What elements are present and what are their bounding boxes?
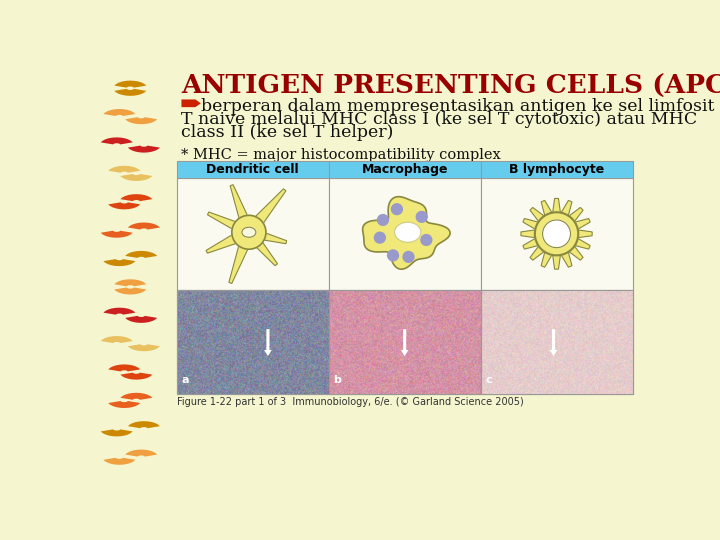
- Bar: [481, 289, 632, 394]
- Text: berperan dalam mempresentasikan antigen ke sel limfosit: berperan dalam mempresentasikan antigen …: [201, 98, 714, 115]
- Polygon shape: [114, 89, 146, 96]
- Polygon shape: [128, 421, 160, 428]
- Polygon shape: [120, 373, 153, 380]
- Polygon shape: [230, 185, 248, 221]
- Text: b: b: [333, 375, 341, 385]
- Polygon shape: [363, 197, 450, 269]
- Polygon shape: [553, 198, 560, 213]
- Polygon shape: [541, 252, 552, 267]
- Polygon shape: [125, 117, 157, 124]
- Polygon shape: [108, 202, 140, 210]
- Polygon shape: [125, 251, 157, 258]
- Polygon shape: [229, 244, 249, 284]
- Bar: [177, 178, 329, 289]
- Polygon shape: [523, 219, 539, 230]
- Bar: [481, 178, 632, 289]
- Polygon shape: [104, 109, 135, 116]
- Polygon shape: [104, 458, 135, 465]
- Circle shape: [387, 250, 398, 261]
- Text: class II (ke sel T helper): class II (ke sel T helper): [181, 124, 394, 141]
- FancyArrow shape: [264, 329, 272, 356]
- Bar: [481, 161, 632, 178]
- Ellipse shape: [242, 227, 256, 237]
- Text: T naive melalui MHC class I (ke sel T cytotoxic) atau MHC: T naive melalui MHC class I (ke sel T cy…: [181, 111, 698, 128]
- Bar: [329, 161, 481, 178]
- Text: * MHC = major histocompatibility complex: * MHC = major histocompatibility complex: [181, 148, 501, 162]
- Text: ANTIGEN PRESENTING CELLS (APC): ANTIGEN PRESENTING CELLS (APC): [181, 74, 720, 99]
- Polygon shape: [253, 189, 286, 225]
- Polygon shape: [101, 336, 132, 343]
- Polygon shape: [255, 240, 277, 266]
- Circle shape: [374, 232, 385, 243]
- Polygon shape: [561, 200, 572, 215]
- Polygon shape: [575, 238, 590, 249]
- Circle shape: [535, 212, 578, 255]
- Circle shape: [403, 252, 414, 262]
- Polygon shape: [120, 174, 153, 181]
- Circle shape: [392, 204, 402, 214]
- Polygon shape: [108, 166, 140, 173]
- Polygon shape: [578, 230, 592, 238]
- Polygon shape: [125, 449, 157, 457]
- Polygon shape: [575, 219, 590, 230]
- Circle shape: [421, 234, 432, 245]
- Text: c: c: [485, 375, 492, 385]
- Polygon shape: [530, 207, 544, 221]
- Circle shape: [232, 215, 266, 249]
- Polygon shape: [553, 255, 560, 269]
- Text: B lymphocyte: B lymphocyte: [509, 163, 604, 176]
- Polygon shape: [101, 429, 132, 436]
- Polygon shape: [101, 231, 132, 238]
- Polygon shape: [541, 200, 552, 215]
- Polygon shape: [114, 279, 146, 286]
- Polygon shape: [114, 80, 146, 87]
- Polygon shape: [206, 234, 238, 253]
- Polygon shape: [521, 230, 535, 238]
- Polygon shape: [108, 401, 140, 408]
- Polygon shape: [120, 393, 153, 400]
- Polygon shape: [128, 146, 160, 153]
- Bar: [177, 161, 329, 178]
- Bar: [329, 178, 481, 289]
- Polygon shape: [569, 207, 583, 221]
- Polygon shape: [569, 246, 583, 260]
- Polygon shape: [128, 222, 160, 230]
- Ellipse shape: [395, 222, 421, 242]
- FancyArrow shape: [181, 99, 201, 107]
- Circle shape: [377, 214, 388, 225]
- Polygon shape: [128, 344, 160, 352]
- Polygon shape: [261, 232, 287, 244]
- Polygon shape: [120, 194, 153, 201]
- Bar: [177, 289, 329, 394]
- Circle shape: [416, 212, 427, 222]
- Bar: [329, 289, 481, 394]
- Polygon shape: [104, 259, 135, 266]
- Circle shape: [543, 220, 570, 248]
- Polygon shape: [207, 212, 238, 230]
- Text: a: a: [181, 375, 189, 385]
- Bar: [329, 289, 481, 394]
- FancyArrow shape: [401, 329, 408, 356]
- Text: Macrophage: Macrophage: [361, 163, 448, 176]
- Polygon shape: [104, 308, 135, 315]
- Polygon shape: [523, 238, 539, 249]
- Polygon shape: [114, 287, 146, 294]
- Polygon shape: [101, 137, 132, 144]
- Polygon shape: [561, 252, 572, 267]
- Polygon shape: [108, 364, 140, 372]
- Bar: [177, 289, 329, 394]
- Text: Dendritic cell: Dendritic cell: [207, 163, 299, 176]
- Text: Figure 1-22 part 1 of 3  Immunobiology, 6/e. (© Garland Science 2005): Figure 1-22 part 1 of 3 Immunobiology, 6…: [177, 397, 523, 407]
- FancyArrow shape: [549, 329, 557, 356]
- Polygon shape: [125, 316, 157, 323]
- Bar: [481, 289, 632, 394]
- Polygon shape: [530, 246, 544, 260]
